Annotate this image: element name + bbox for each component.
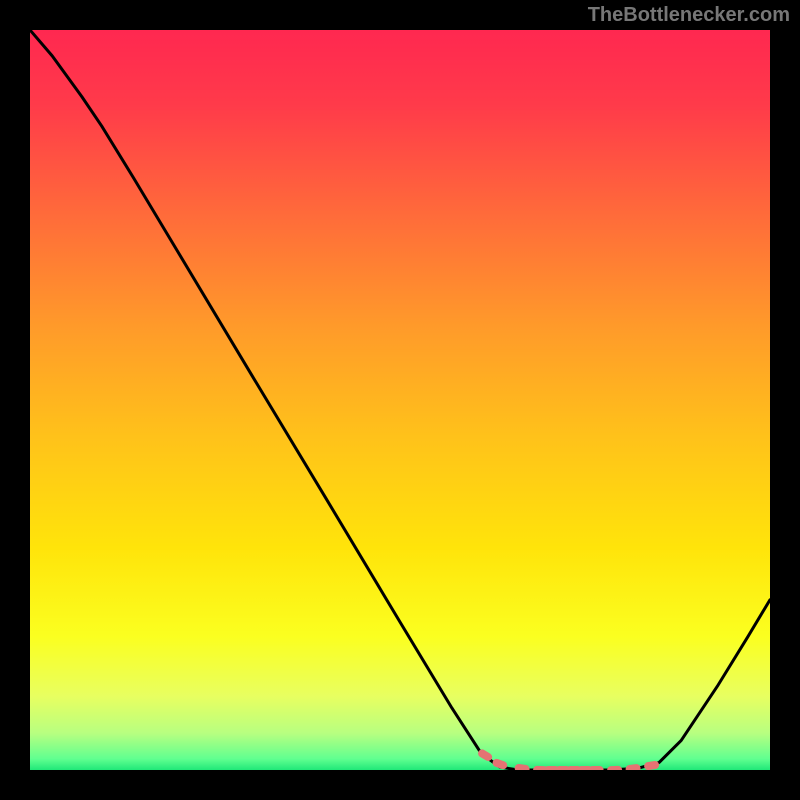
chart-svg	[30, 30, 770, 770]
gradient-background	[30, 30, 770, 770]
plot-area	[30, 30, 770, 770]
watermark-text: TheBottlenecker.com	[588, 4, 790, 27]
chart-container: TheBottlenecker.com	[0, 0, 800, 800]
